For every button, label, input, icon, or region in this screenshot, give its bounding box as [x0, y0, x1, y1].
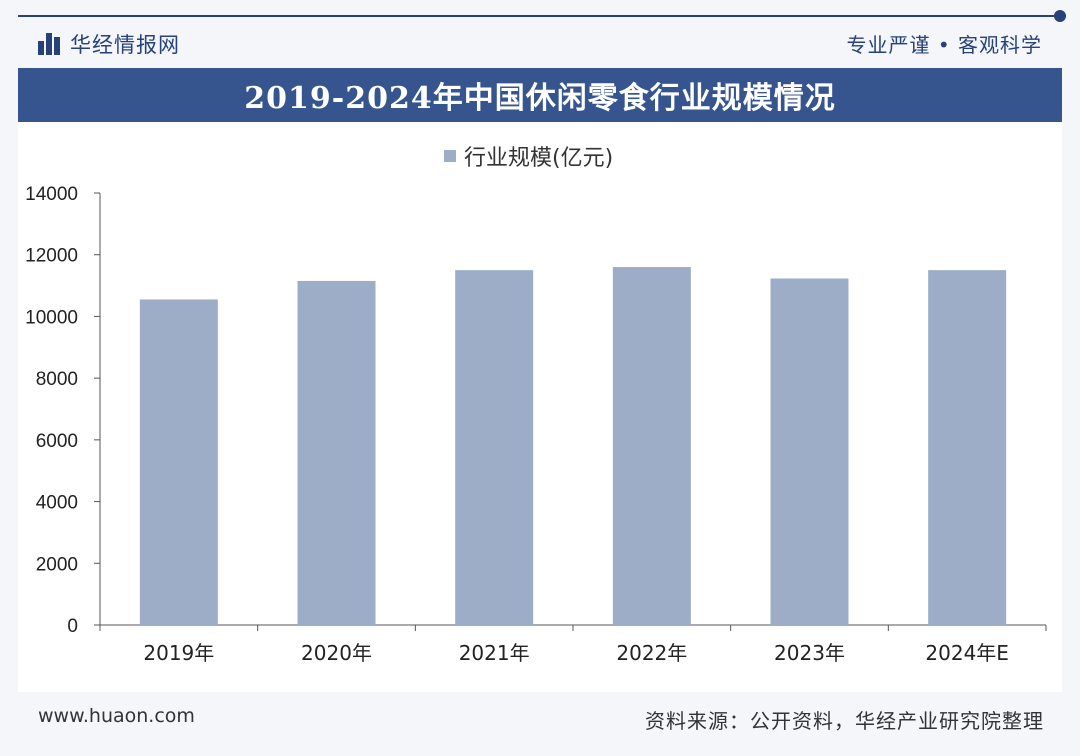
footer-website: www.huaon.com — [38, 705, 195, 727]
y-tick-label: 6000 — [36, 431, 78, 452]
brand: 华经情报网 — [38, 29, 180, 59]
bar-2021年 — [455, 270, 534, 625]
x-tick-label: 2022年 — [616, 641, 687, 665]
y-tick-label: 12000 — [25, 246, 78, 267]
top-dot-icon — [1054, 10, 1066, 22]
logo-bars-icon — [38, 33, 60, 55]
x-tick-label: 2023年 — [774, 641, 845, 665]
y-tick-label: 4000 — [36, 493, 78, 514]
bar-2020年 — [297, 280, 376, 625]
y-tick-label: 14000 — [25, 184, 78, 205]
bar-2019年 — [139, 299, 218, 625]
y-tick-label: 2000 — [36, 554, 78, 575]
x-tick-label: 2021年 — [459, 641, 530, 665]
legend: 行业规模(亿元) — [444, 140, 613, 172]
y-tick-label: 0 — [67, 616, 78, 637]
legend-label: 行业规模(亿元) — [464, 146, 614, 171]
y-tick-label: 10000 — [25, 307, 78, 328]
x-tick-label: 2020年 — [301, 641, 372, 665]
x-tick-label: 2024年E — [925, 641, 1009, 665]
top-rule — [18, 15, 1062, 17]
bar-2023年 — [770, 278, 849, 625]
brand-name: 华经情报网 — [70, 33, 180, 57]
slogan: 专业严谨 • 客观科学 — [846, 33, 1042, 57]
bar-2022年 — [612, 267, 691, 625]
legend-swatch — [444, 150, 456, 162]
chart-title: 2019-2024年中国休闲零食行业规模情况 — [18, 68, 1062, 122]
y-tick-label: 8000 — [36, 369, 78, 390]
x-tick-label: 2019年 — [143, 641, 214, 665]
footer-source: 资料来源：公开资料，华经产业研究院整理 — [645, 709, 1044, 733]
bar-2024年E — [928, 270, 1007, 625]
